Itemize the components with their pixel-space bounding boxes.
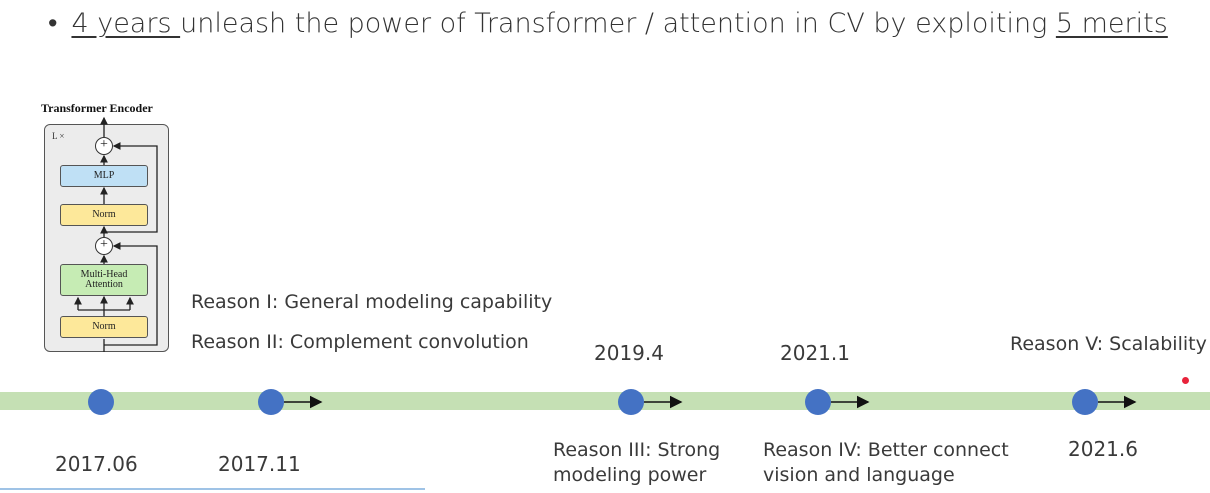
- reason-2: Reason II: Complement convolution: [191, 331, 529, 353]
- encoder-title: Transformer Encoder: [41, 101, 153, 115]
- mha-label-line2: Attention: [85, 279, 123, 290]
- date-2017-06: 2017.06: [55, 452, 138, 476]
- reason-4: Reason IV: Better connect vision and lan…: [763, 439, 1009, 486]
- headline-underlined-end: 5 merits: [1055, 8, 1168, 39]
- headline-underlined-start: 4 years: [71, 8, 181, 39]
- mha-label-line1: Multi-Head: [80, 269, 128, 280]
- encoder-arrows: [74, 116, 158, 352]
- multi-head-attention-block: Multi-Head Attention: [60, 264, 148, 296]
- mlp-label: MLP: [93, 170, 115, 181]
- encoder-repeat-label: L ×: [52, 131, 65, 141]
- date-2017-11: 2017.11: [218, 452, 301, 476]
- add-node-top: +: [95, 137, 113, 155]
- timeline-arrows: [284, 395, 1137, 409]
- norm-bottom-label: Norm: [92, 321, 116, 332]
- norm-top-label: Norm: [92, 209, 116, 220]
- reason-3: Reason III: Strong modeling power: [553, 439, 721, 486]
- residual-arrow-2: [104, 142, 158, 233]
- mlp-block: MLP: [60, 165, 148, 187]
- laser-pointer-dot: [1182, 377, 1189, 384]
- headline-middle: unleash the power of Transformer / atten…: [180, 8, 1056, 39]
- timeline-band: [0, 392, 1210, 410]
- headline: • 4 years unleash the power of Transforme…: [48, 8, 1168, 39]
- timeline-dot-2017-11: [258, 389, 284, 415]
- date-2019-4: 2019.4: [594, 341, 664, 365]
- timeline-dot-2019-4: [618, 389, 644, 415]
- reason-5: Reason V: Scalability: [1010, 333, 1207, 355]
- bottom-accent-line: [0, 488, 425, 490]
- date-2021-1: 2021.1: [780, 341, 850, 365]
- timeline-dot-2021-6: [1072, 389, 1098, 415]
- add-node-bottom: +: [95, 237, 113, 255]
- residual-arrow-1: [104, 242, 158, 346]
- bullet-icon: •: [48, 8, 58, 39]
- timeline-dot-2021-1: [805, 389, 831, 415]
- norm-block-bottom: Norm: [60, 316, 148, 338]
- norm-block-top: Norm: [60, 204, 148, 226]
- reason-1: Reason I: General modeling capability: [191, 291, 553, 313]
- date-2021-6: 2021.6: [1068, 437, 1138, 461]
- timeline-dot-2017-06: [88, 389, 114, 415]
